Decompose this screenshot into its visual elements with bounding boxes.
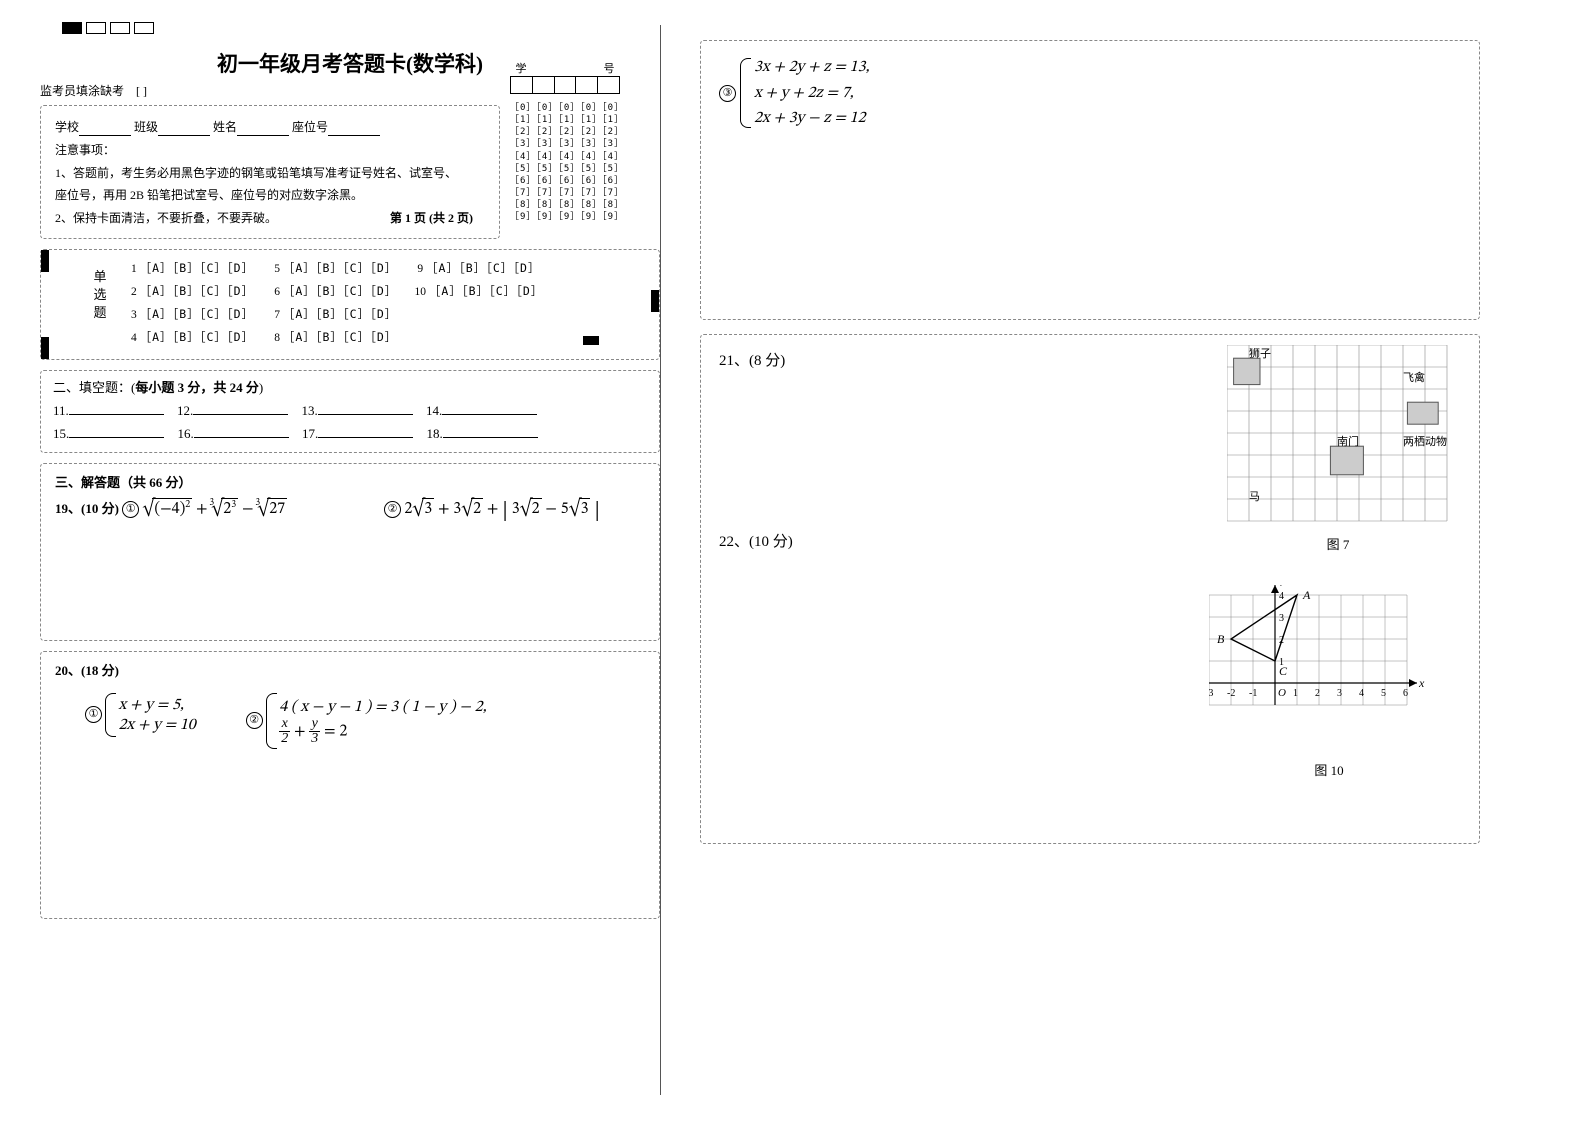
solve-section-head: 三、解答题（共 66 分） — [55, 472, 645, 491]
class-input[interactable] — [158, 121, 210, 136]
school-input[interactable] — [79, 121, 131, 136]
scan-mark-right — [651, 290, 659, 312]
svg-text:3: 3 — [1337, 688, 1342, 699]
q20-sys2: ② 4 ( x − y − 1 ) = 3 ( 1 − y ) − 2, x2 … — [246, 693, 487, 749]
svg-text:B: B — [1217, 632, 1225, 646]
zoo-figure: 狮子飞禽南门 两栖动物马 图 7 — [1227, 345, 1449, 553]
scan-mark-left2 — [41, 337, 49, 359]
svg-text:飞禽: 飞禽 — [1403, 370, 1425, 384]
name-input[interactable] — [237, 121, 289, 136]
zoo-caption: 图 7 — [1227, 534, 1449, 553]
svg-text:-2: -2 — [1227, 688, 1235, 699]
svg-text:4: 4 — [1279, 591, 1284, 602]
solve-q20-box: 20、(18 分) ① x + y = 5, 2x + y = 10 ② 4 (… — [40, 651, 660, 919]
svg-text:狮子: 狮子 — [1249, 347, 1271, 360]
page-2: ③ 3x + 2y + z = 13, x + y + 2z = 7, 2x +… — [660, 0, 1540, 1122]
fill-line1[interactable]: 11. 12. 13. 14. — [53, 400, 647, 419]
svg-text:6: 6 — [1403, 688, 1408, 699]
q20-sys1: ① x + y = 5, 2x + y = 10 — [85, 693, 196, 749]
notice-line1b: 座位号，再用 2B 铅笔把试室号、座位号的对应数字涂黑。 — [55, 184, 485, 207]
multiple-choice-box: 单 选 题 1 ［A］［B］［C］［D］ 5 ［A］［B］［C］［D］ 9 ［A… — [40, 249, 660, 360]
mc-bubble-grid[interactable]: 1 ［A］［B］［C］［D］ 5 ［A］［B］［C］［D］ 9 ［A］［B］［C… — [131, 258, 649, 349]
id-write-boxes[interactable] — [510, 76, 620, 94]
page-number: 第 1 页 (共 2 页) — [390, 207, 473, 230]
svg-text:1: 1 — [1293, 688, 1298, 699]
fill-line2[interactable]: 15. 16. 17. 18. — [53, 423, 647, 442]
svg-text:2: 2 — [1315, 688, 1320, 699]
seat-input[interactable] — [328, 121, 380, 136]
scan-mark-left — [41, 250, 49, 272]
q21-q22-box: 21、(8 分) 狮子飞禽南门两栖动物马 图 7 22、(10 分) -3-2-… — [700, 334, 1480, 844]
svg-text:南门: 南门 — [1337, 434, 1359, 448]
id-header-right: 号 — [598, 60, 620, 76]
fill-section-head: 二、填空题：(每小题 3 分，共 24 分) — [53, 377, 647, 396]
svg-text:O: O — [1278, 687, 1286, 699]
school-label: 学校 — [55, 120, 79, 134]
svg-text:两栖动物: 两栖动物 — [1403, 434, 1447, 448]
scan-mark-bottom — [583, 336, 599, 345]
name-label: 姓名 — [213, 120, 237, 134]
svg-text:C: C — [1279, 664, 1288, 678]
id-header-left: 学 — [510, 60, 532, 76]
solve-q19-box: 三、解答题（共 66 分） 19、(10 分) ① (−4)2 + 323 − … — [40, 463, 660, 641]
notice-line2: 2、保持卡面清洁，不要折叠，不要弄破。 — [55, 211, 277, 225]
svg-text:x: x — [1418, 676, 1425, 690]
svg-text:-1: -1 — [1249, 688, 1257, 699]
page-1: 初一年级月考答题卡(数学科) 监考员填涂缺考 [ ] 学 号 ［0］［0］［0］… — [0, 0, 660, 1122]
svg-text:马: 马 — [1249, 490, 1260, 503]
student-info-box: 学校 班级 姓名 座位号 注意事项： 1、答题前，考生务必用黑色字迹的钢笔或铅笔… — [40, 105, 500, 239]
id-bubble-rows[interactable]: ［0］［0］［0］［0］［0］ ［1］［1］［1］［1］［1］ ［2］［2］［2… — [510, 102, 620, 223]
coord-figure: -3-2-11234561234ABCOxy 图 10 — [1209, 585, 1449, 779]
svg-text:A: A — [1302, 588, 1311, 602]
fill-blank-box: 二、填空题：(每小题 3 分，共 24 分) 11. 12. 13. 14. 1… — [40, 370, 660, 453]
coord-caption: 图 10 — [1209, 760, 1449, 779]
svg-text:5: 5 — [1381, 688, 1386, 699]
class-label: 班级 — [134, 120, 158, 134]
q20-label: 20、(18 分) — [55, 663, 119, 678]
student-id-grid: 学 号 ［0］［0］［0］［0］［0］ ［1］［1］［1］［1］［1］ ［2］［… — [510, 60, 620, 223]
seat-label: 座位号 — [292, 120, 328, 134]
svg-text:4: 4 — [1359, 688, 1364, 699]
q20-sys3-box: ③ 3x + 2y + z = 13, x + y + 2z = 7, 2x +… — [700, 40, 1480, 320]
notice-line1: 1、答题前，考生务必用黑色字迹的钢笔或铅笔填写准考证号姓名、试室号、 — [55, 162, 485, 185]
q19-line: 19、(10 分) ① (−4)2 + 323 − 327 ② 23 + 32 … — [55, 497, 645, 525]
svg-text:-3: -3 — [1209, 688, 1213, 699]
svg-text:y: y — [1280, 585, 1287, 586]
svg-text:3: 3 — [1279, 613, 1284, 624]
mc-section-label: 单 选 题 — [91, 268, 109, 323]
notice-head: 注意事项： — [55, 139, 485, 162]
